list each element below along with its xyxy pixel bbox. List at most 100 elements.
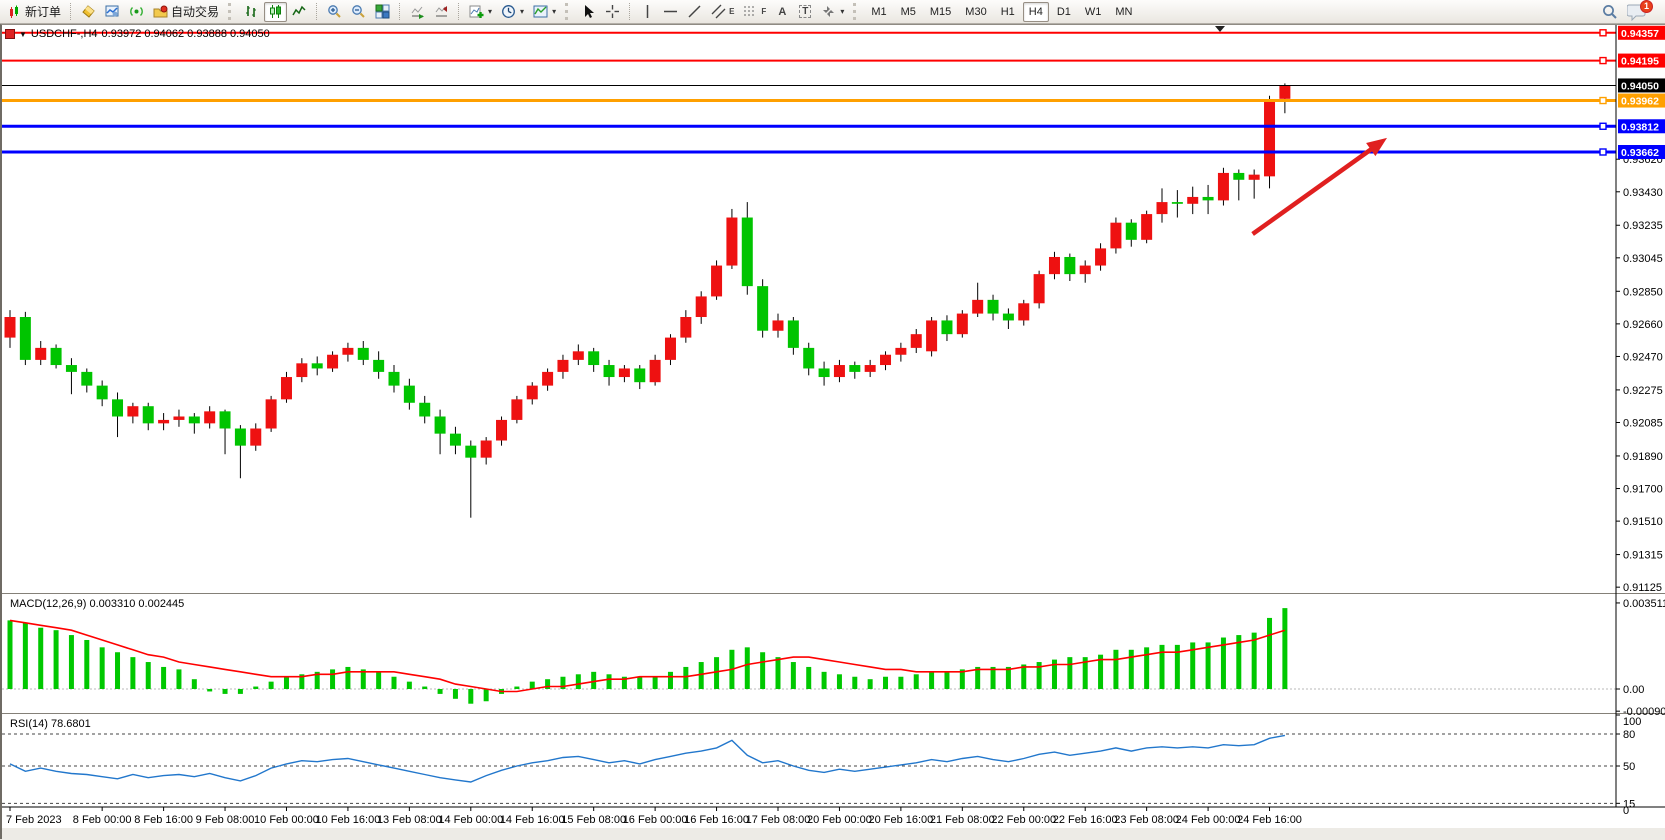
text-button[interactable]: A [771,2,793,22]
equidistant-channel-button[interactable]: E [707,2,738,22]
auto-trading-button[interactable]: 自动交易 [149,2,223,22]
bull-candle [158,419,170,424]
price-badge-0.94195: 0.94195 [1618,53,1665,68]
time-tick-label: 9 Feb 08:00 [196,814,255,826]
bull-candle [35,347,47,360]
bear-candle [234,428,246,446]
bear-candle [19,317,31,360]
bear-candle [311,363,323,369]
bull-candle [1033,274,1045,304]
indicators-add-icon [469,4,484,19]
tile-windows-button[interactable] [371,2,394,22]
timeframe-group: M1 M5 M15 M30 H1 H4 D1 W1 MN [865,1,1138,22]
bull-candle [4,317,16,338]
market-watch-button[interactable] [77,2,100,22]
timeframe-button-W1[interactable]: W1 [1084,5,1102,18]
timeframe-button-MN[interactable]: MN [1115,5,1133,18]
timeframe-button-M5[interactable]: M5 [900,5,916,18]
bull-candle [664,337,676,360]
chevron-down-icon: ▾ [552,7,557,16]
price-line-0.93662[interactable] [2,148,1616,156]
zoom-out-button[interactable] [347,2,370,22]
bear-candle [1064,256,1076,275]
time-tick-label: 24 Feb 00:00 [1176,814,1241,826]
trend-arrow-annotation[interactable] [1251,137,1388,236]
bar-chart-icon [244,4,259,19]
toolbar-separator [399,3,401,20]
bar-chart-button[interactable] [240,2,263,22]
time-tick-label: 8 Feb 00:00 [73,814,132,826]
timeframe-button-D1[interactable]: D1 [1056,5,1071,18]
horizontal-line-icon [663,5,678,18]
time-tick-label: 22 Feb 00:00 [991,814,1056,826]
price-badge-0.94357: 0.94357 [1618,25,1665,40]
line-handle [1599,122,1607,130]
chart-shift-button[interactable] [430,2,453,22]
line-handle [1599,148,1607,156]
price-line-0.94195[interactable] [2,56,1616,65]
price-tick-label: 0.93235 [1623,220,1663,232]
bull-candle [1018,303,1030,321]
line-chart-button[interactable] [288,2,311,22]
price-line-0.94357[interactable] [2,29,1616,37]
arrows-button[interactable]: ▾ [817,2,848,22]
auto-trading-label: 自动交易 [171,5,220,19]
fibonacci-button[interactable]: F [739,2,770,22]
bull-candle [864,365,876,372]
bull-candle [649,359,661,383]
timeframe-button-M1[interactable]: M1 [871,5,887,18]
ohlc-values: 0.93972 0.94062 0.93888 0.94050 [101,28,270,40]
cursor-icon [581,4,596,19]
vertical-line-button[interactable] [636,2,658,22]
bear-candle [1202,196,1214,201]
bull-candle [972,299,984,314]
time-tick-label: 20 Feb 00:00 [807,814,872,826]
cursor-button[interactable] [577,2,600,22]
text-label-button[interactable]: T [794,2,816,22]
templates-button[interactable]: ▾ [529,2,560,22]
time-tick-label: 21 Feb 08:00 [930,814,995,826]
timeframe-button-H1[interactable]: H1 [1000,5,1015,18]
price-line-0.93962[interactable] [2,96,1616,105]
zoom-in-button[interactable] [323,2,346,22]
zoom-out-icon [351,4,366,19]
price-line-0.93812[interactable] [2,122,1616,130]
candlestick-button[interactable] [264,1,288,22]
bear-candle [219,411,231,429]
rsi-tick-label: 50 [1623,761,1635,773]
chart-canvas[interactable]: 0.936200.934300.932350.930450.928500.926… [2,25,1665,840]
auto-scroll-button[interactable] [406,2,429,22]
trendline-button[interactable] [683,2,706,22]
symbol-period-label: USDCHF-,H4 [30,28,98,40]
chart-window[interactable]: 0.93620 0.93430 0.93235 0.93045 0.92850 0.926… [0,24,1665,840]
svg-text:0.93812: 0.93812 [1621,121,1659,133]
notifications-button[interactable]: 1 [1626,0,1653,21]
horizontal-line-button[interactable] [659,2,682,22]
time-tick-label: 15 Feb 08:00 [561,814,626,826]
crosshair-button[interactable] [601,2,624,22]
toolbar-grip [228,3,235,20]
fibonacci-icon [743,4,758,19]
tile-windows-icon [375,4,390,19]
price-tick-label: 0.93430 [1623,187,1663,199]
indicators-button[interactable]: ▾ [465,2,496,22]
bull-candle [1079,265,1091,275]
chart-title: ▼ USDCHF-,H4 0.93972 0.94062 0.93888 0.9… [5,28,270,40]
time-tick-label: 14 Feb 16:00 [500,814,565,826]
title-collapse-icon[interactable]: ▼ [19,29,27,39]
new-order-button[interactable]: 新订单 [4,2,65,22]
price-badge-0.93812: 0.93812 [1618,119,1665,134]
time-tick-label: 24 Feb 16:00 [1237,814,1302,826]
chart-shift-marker[interactable] [1215,26,1225,32]
data-window-button[interactable] [101,2,124,22]
timeframe-button-M15[interactable]: M15 [929,5,952,18]
time-tick-label: 16 Feb 00:00 [623,814,688,826]
timeframe-button-M30[interactable]: M30 [965,5,987,18]
bull-candle [680,317,692,338]
search-icon[interactable] [1601,3,1619,21]
bull-candle [1217,172,1229,201]
bull-candle [342,347,354,355]
timeframe-button-H4[interactable]: H4 [1022,1,1049,22]
periods-button[interactable]: ▾ [497,2,528,22]
signals-button[interactable] [125,2,148,22]
